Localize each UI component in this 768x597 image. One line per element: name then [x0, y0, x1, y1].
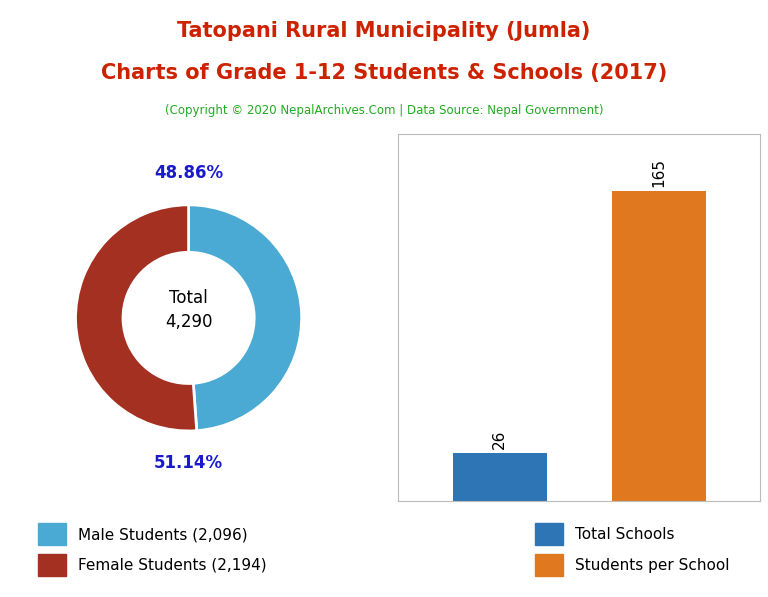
Text: 48.86%: 48.86%	[154, 164, 223, 182]
Bar	[453, 453, 547, 501]
Text: (Copyright © 2020 NepalArchives.Com | Data Source: Nepal Government): (Copyright © 2020 NepalArchives.Com | Da…	[165, 104, 603, 118]
Wedge shape	[75, 205, 197, 431]
Text: Total
4,290: Total 4,290	[165, 289, 213, 331]
Legend: Male Students (2,096), Female Students (2,194): Male Students (2,096), Female Students (…	[31, 516, 274, 583]
Text: Tatopani Rural Municipality (Jumla): Tatopani Rural Municipality (Jumla)	[177, 21, 591, 41]
Text: 51.14%: 51.14%	[154, 454, 223, 472]
Text: 26: 26	[492, 429, 508, 449]
Text: Charts of Grade 1-12 Students & Schools (2017): Charts of Grade 1-12 Students & Schools …	[101, 63, 667, 83]
Wedge shape	[189, 205, 302, 430]
Legend: Total Schools, Students per School: Total Schools, Students per School	[528, 516, 737, 583]
Text: 165: 165	[651, 158, 667, 187]
Bar	[612, 191, 706, 501]
